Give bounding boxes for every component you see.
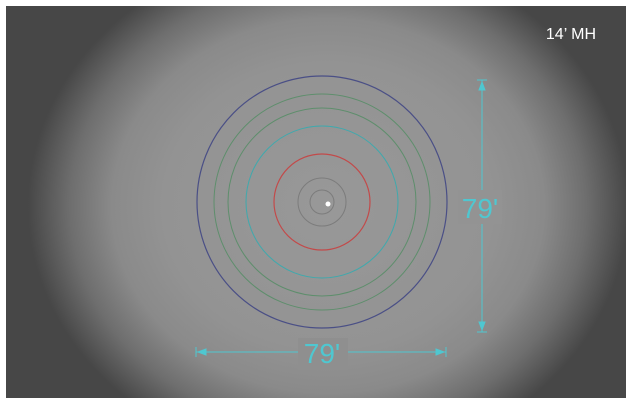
isofootcandle-diagram: 79' 79' [195, 75, 502, 370]
contour-2 [213, 93, 431, 311]
contour-3 [227, 107, 417, 297]
photometric-plot: 79' 79' 14’ MH [6, 6, 626, 398]
center-point [325, 201, 331, 207]
contour-5 [273, 153, 371, 251]
contour-4 [245, 125, 399, 279]
contour-7 [309, 189, 335, 215]
contour-6 [297, 177, 347, 227]
horizontal-label-bg [298, 338, 348, 370]
vertical-label-bg [458, 190, 502, 224]
horizontal-dimension-label: 79' [304, 338, 341, 369]
vertical-dimension-label: 79' [462, 193, 499, 224]
mounting-height-label: 14’ MH [545, 26, 596, 43]
contour-outer [196, 75, 448, 329]
